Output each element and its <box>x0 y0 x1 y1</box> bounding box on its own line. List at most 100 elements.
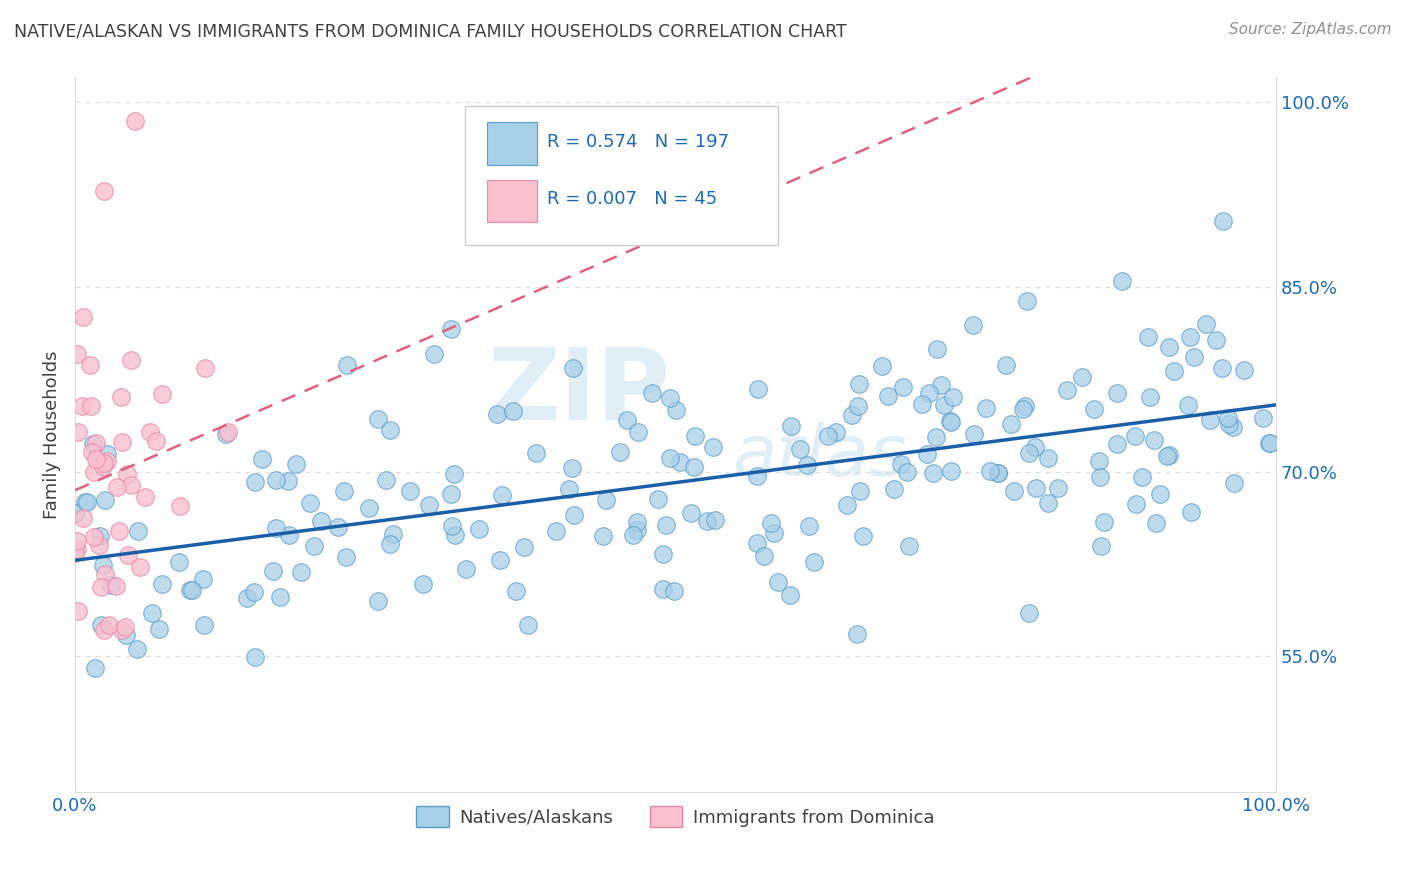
Point <box>1260 435 1282 450</box>
Point <box>264 474 287 488</box>
Point <box>651 547 673 561</box>
Point <box>412 576 434 591</box>
Point <box>963 426 986 441</box>
Point <box>115 467 138 481</box>
Point <box>641 386 664 401</box>
Point <box>269 590 291 604</box>
Point <box>66 604 89 618</box>
Point <box>681 506 703 520</box>
Point <box>877 389 900 403</box>
Point <box>1092 515 1115 529</box>
Point <box>1205 333 1227 347</box>
Point <box>558 482 581 496</box>
Point <box>80 399 103 413</box>
Point <box>546 524 568 539</box>
Point <box>65 542 87 557</box>
Point <box>1139 390 1161 404</box>
Point <box>63 545 86 559</box>
Point <box>766 575 789 590</box>
Point <box>440 321 463 335</box>
Point <box>925 343 948 357</box>
Point <box>752 549 775 563</box>
Point <box>647 491 669 506</box>
Point <box>1156 449 1178 463</box>
Point <box>120 353 142 368</box>
Point <box>846 399 869 413</box>
Point <box>84 452 107 467</box>
Point <box>150 577 173 591</box>
Text: R = 0.007   N = 45: R = 0.007 N = 45 <box>547 190 717 208</box>
Point <box>181 582 204 597</box>
Legend: Natives/Alaskans, Immigrants from Dominica: Natives/Alaskans, Immigrants from Domini… <box>409 799 942 834</box>
Point <box>616 413 638 427</box>
Point <box>217 425 239 440</box>
Point <box>817 429 839 443</box>
Point <box>127 642 149 657</box>
Point <box>1017 293 1039 308</box>
Point <box>1036 451 1059 466</box>
Text: NATIVE/ALASKAN VS IMMIGRANTS FROM DOMINICA FAMILY HOUSEHOLDS CORRELATION CHART: NATIVE/ALASKAN VS IMMIGRANTS FROM DOMINI… <box>14 22 846 40</box>
Point <box>921 466 943 480</box>
Point <box>1002 484 1025 499</box>
Point <box>336 358 359 372</box>
Point <box>1090 539 1112 553</box>
Point <box>150 387 173 401</box>
Point <box>662 584 685 599</box>
Point <box>609 445 631 459</box>
Point <box>941 465 963 479</box>
Point <box>115 628 138 642</box>
Point <box>374 473 396 487</box>
Point <box>1071 370 1094 384</box>
Text: atlas: atlas <box>733 422 907 491</box>
Point <box>486 407 509 421</box>
Point <box>1218 417 1240 431</box>
Point <box>659 391 682 405</box>
Point <box>789 442 811 457</box>
Point <box>759 516 782 530</box>
Point <box>1142 434 1164 448</box>
Point <box>111 624 134 638</box>
Point <box>262 564 284 578</box>
Point <box>93 456 115 470</box>
Point <box>91 459 114 474</box>
Point <box>381 527 404 541</box>
Point <box>114 620 136 634</box>
Point <box>911 397 934 411</box>
Point <box>848 377 870 392</box>
Point <box>1144 516 1167 530</box>
Point <box>167 555 190 569</box>
Point <box>1211 361 1233 376</box>
Point <box>524 446 547 460</box>
Point <box>148 622 170 636</box>
Point <box>93 493 115 508</box>
Point <box>299 496 322 510</box>
Point <box>929 378 952 392</box>
Point <box>962 318 984 333</box>
Point <box>76 494 98 508</box>
Point <box>169 499 191 513</box>
Point <box>841 408 863 422</box>
Text: Source: ZipAtlas.com: Source: ZipAtlas.com <box>1229 22 1392 37</box>
Point <box>849 484 872 499</box>
Point <box>517 618 540 632</box>
Point <box>1046 481 1069 495</box>
Point <box>87 538 110 552</box>
Point <box>595 493 617 508</box>
Point <box>96 447 118 461</box>
Point <box>896 465 918 479</box>
Point <box>441 518 464 533</box>
Point <box>139 425 162 439</box>
Point <box>67 425 90 440</box>
Point <box>399 484 422 499</box>
Point <box>852 529 875 543</box>
Point <box>1087 454 1109 468</box>
Point <box>883 482 905 496</box>
Point <box>378 537 401 551</box>
Point <box>100 578 122 592</box>
Point <box>626 515 648 529</box>
Point <box>367 412 389 426</box>
Point <box>454 562 477 576</box>
Point <box>1018 607 1040 621</box>
Point <box>621 528 644 542</box>
Point <box>1014 400 1036 414</box>
